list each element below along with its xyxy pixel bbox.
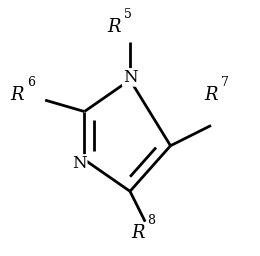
Text: 8: 8 [147, 215, 155, 227]
Text: R: R [11, 86, 24, 104]
Text: R: R [131, 224, 144, 242]
Text: 6: 6 [27, 77, 35, 89]
Text: R: R [204, 86, 218, 104]
Text: N: N [123, 69, 137, 86]
Text: 7: 7 [221, 77, 229, 89]
Text: 5: 5 [124, 8, 131, 21]
Text: N: N [72, 155, 87, 172]
Text: R: R [107, 18, 120, 36]
